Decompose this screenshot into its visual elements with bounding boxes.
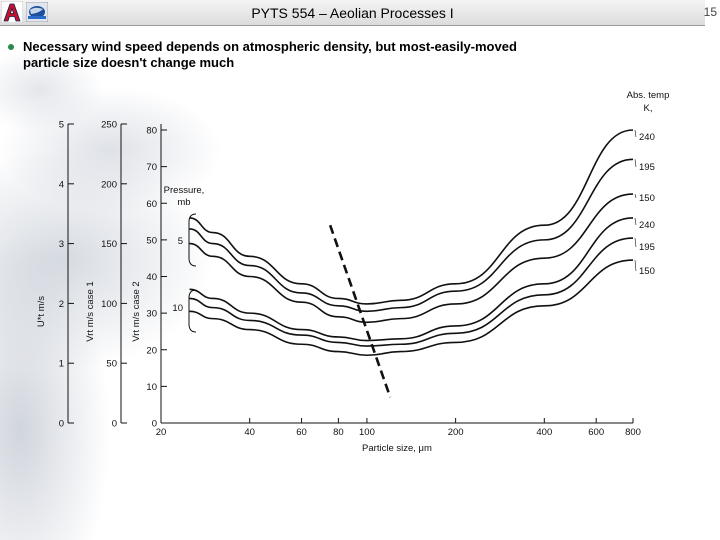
pressure-unit: mb: [177, 197, 190, 208]
bullet-text: Necessary wind speed depends on atmosphe…: [23, 39, 517, 70]
temp-leader: [634, 129, 637, 138]
page-number: 15: [703, 5, 717, 19]
y-tick-label-v2: 40: [146, 272, 157, 283]
y-tick-label-v1: 100: [101, 299, 117, 310]
y-tick-label-v2: 20: [146, 345, 157, 356]
y-tick-label-v1: 0: [112, 419, 117, 430]
temp-label: 195: [639, 242, 655, 253]
lunar-lab-logo-icon: [26, 2, 48, 22]
y-tick-label-v1: 150: [101, 239, 117, 250]
bullet-point-icon: [8, 44, 14, 50]
y-tick-label-u: 4: [59, 179, 64, 190]
x-tick-label: 200: [448, 427, 464, 438]
pressure-bracket: [188, 213, 197, 267]
pressure-group-label: 10: [172, 303, 183, 314]
temp-label: 195: [639, 162, 655, 173]
x-tick-label: 40: [244, 427, 255, 438]
y-axis-title-v2: Vrt m/s case 2: [131, 281, 142, 341]
university-logo-icon: [1, 1, 23, 23]
series-line: [189, 158, 634, 313]
temp-heading-line1: Abs. temp: [627, 90, 670, 101]
y-tick-label-v2: 30: [146, 309, 157, 320]
temp-leader: [634, 159, 637, 168]
temp-leader: [634, 194, 637, 199]
temp-label: 240: [639, 220, 655, 231]
y-tick-label-v2: 10: [146, 382, 157, 393]
series-line: [189, 129, 634, 305]
y-tick-label-u: 5: [59, 120, 64, 131]
y-tick-label-v2: 80: [146, 126, 157, 137]
y-tick-label-v2: 50: [146, 235, 157, 246]
x-tick-label: 600: [588, 427, 604, 438]
temp-heading-line2: K,: [644, 103, 653, 114]
temp-label: 240: [639, 132, 655, 143]
series-line: [189, 217, 634, 342]
x-axis-title: Particle size, μm: [362, 443, 432, 454]
y-tick-label-u: 1: [59, 359, 64, 370]
title-bar: PYTS 554 – Aeolian Processes I: [0, 0, 705, 26]
temp-label: 150: [639, 193, 655, 204]
x-tick-label: 400: [536, 427, 552, 438]
x-tick-label: 100: [359, 427, 375, 438]
temp-label: 150: [639, 266, 655, 277]
y-tick-label-u: 3: [59, 239, 64, 250]
x-tick-label: 60: [296, 427, 307, 438]
y-tick-label-v1: 250: [101, 120, 117, 131]
y-tick-label-v2: 70: [146, 162, 157, 173]
pressure-bracket: [188, 289, 197, 333]
series-line: [189, 193, 634, 324]
temp-leader: [634, 238, 637, 248]
y-tick-label-v2: 0: [152, 419, 157, 430]
y-tick-label-v2: 60: [146, 199, 157, 210]
y-axis-title-v1: Vrt m/s case 1: [85, 281, 96, 341]
series-line: [189, 237, 634, 347]
y-tick-label-u: 0: [59, 419, 64, 430]
x-tick-label: 80: [333, 427, 344, 438]
temp-leader: [634, 259, 637, 272]
pressure-heading: Pressure,: [164, 185, 205, 196]
y-tick-label-v1: 50: [106, 359, 117, 370]
pressure-group-label: 5: [178, 236, 183, 247]
x-tick-label: 800: [625, 427, 641, 438]
y-tick-label-v1: 200: [101, 179, 117, 190]
x-tick-label: 20: [156, 427, 167, 438]
series-line: [189, 259, 634, 357]
y-axis-title-u: U*t m/s: [36, 296, 47, 327]
minimum-dashed-line: [328, 224, 392, 398]
temp-leader: [634, 217, 637, 226]
slide-title: PYTS 554 – Aeolian Processes I: [251, 5, 454, 21]
y-tick-label-u: 2: [59, 299, 64, 310]
